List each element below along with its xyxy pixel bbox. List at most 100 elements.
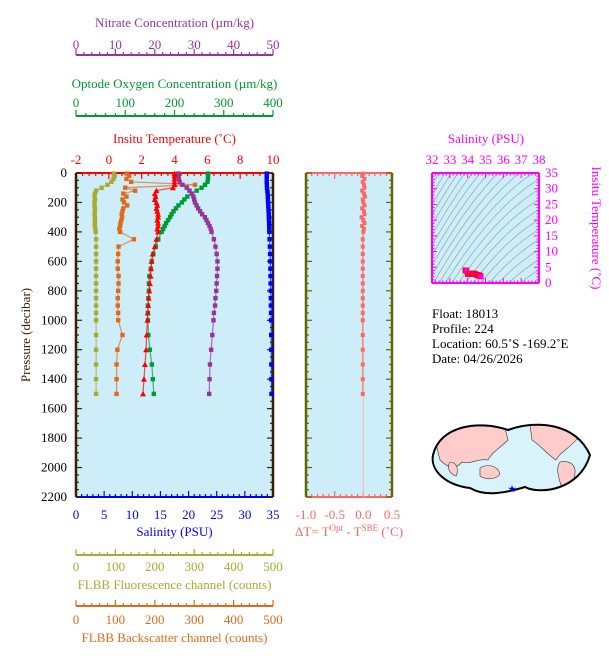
backscatter-point (120, 332, 125, 338)
backscatter-point (128, 179, 134, 185)
fluorescence-point (93, 226, 98, 232)
oxygen-point (205, 179, 210, 185)
temperature-point (144, 317, 151, 323)
backscatter-point (117, 229, 123, 235)
oxygen-point (176, 203, 181, 208)
density-contours (432, 173, 539, 283)
delta-point (361, 226, 366, 231)
temperature-tick-label: 0 (106, 152, 113, 167)
backscatter-point (120, 209, 125, 214)
backscatter-point (192, 182, 198, 187)
nitrate-point (211, 318, 216, 323)
delta-point (360, 288, 365, 293)
nitrate-point (177, 179, 182, 185)
salinity-point (267, 251, 273, 257)
delta-point (363, 194, 368, 199)
temperature-point (154, 217, 161, 223)
nitrate-series (176, 171, 220, 397)
delta-point (360, 252, 365, 256)
temperature-point (152, 193, 159, 200)
temperature-point (169, 184, 176, 191)
delta-point (360, 179, 365, 184)
fluorescence-point (93, 244, 99, 249)
fluorescence-point (93, 273, 99, 279)
nitrate-point (207, 376, 212, 382)
salinity-series (264, 171, 274, 397)
nitrate-point (199, 212, 205, 217)
nitrate-point (207, 223, 212, 229)
salinity-point (265, 194, 271, 199)
backscatter-tick-label: 400 (224, 612, 244, 627)
salinity-point (265, 188, 270, 193)
backscatter-point (123, 185, 128, 190)
pressure-tick-label: 1400 (41, 371, 67, 386)
ts-temperature-title: Insitu Temperature (˚C) (589, 166, 604, 289)
oxygen-point (160, 226, 166, 232)
backscatter-point (115, 310, 121, 316)
salinity-point (266, 209, 271, 214)
ts-salinity-tick-label: 38 (533, 152, 546, 167)
temperature-point (171, 172, 178, 179)
backscatter-tick-label: 300 (184, 612, 204, 627)
ts-diagram: 32 33 34 35 36 37 38 Salinity (PSU) 051015202530… (426, 131, 605, 290)
pressure-tick-label: 0 (61, 165, 68, 180)
fluorescence-point (92, 220, 98, 226)
temperature-point (155, 220, 162, 226)
oxygen-point (205, 173, 211, 179)
delta-point (361, 229, 366, 234)
backscatter-point (119, 214, 125, 220)
delta-point (360, 303, 365, 308)
delta-point (361, 182, 366, 187)
continent (448, 461, 458, 477)
temperature-point (153, 236, 160, 242)
temperature-point (155, 214, 162, 220)
ts-temperature-tick-label: 30 (545, 181, 558, 196)
fluorescence-point (92, 203, 97, 208)
salinity-point (264, 182, 270, 187)
delta-point (360, 310, 365, 315)
nitrate-point (214, 273, 220, 279)
delta-title-part: ΔT= T (295, 524, 330, 539)
temperature-point (145, 302, 152, 309)
oxygen-point (162, 223, 167, 229)
fluorescence-axis-title: FLBB Fluorescence channel (counts) (78, 577, 272, 592)
ts-salinity-tick-label: 34 (461, 152, 475, 167)
salinity-point (269, 362, 274, 367)
backscatter-axis: 0 100 200 300 400 500 FLBB Backscatter channel… (73, 600, 283, 645)
density-contour (445, 179, 539, 283)
fluorescence-point (93, 229, 98, 235)
ts-temperature-tick-label: 25 (545, 196, 558, 211)
oxygen-tick-label: 200 (165, 95, 185, 110)
nitrate-point (215, 259, 220, 264)
salinity-point (264, 173, 269, 179)
nitrate-tick-label: 0 (73, 37, 80, 52)
temperature-point (171, 178, 178, 185)
temperature-point (155, 228, 162, 235)
fluorescence-point (92, 194, 97, 199)
delta-point (360, 377, 365, 382)
delta-title-part: (˚C) (378, 524, 403, 539)
oxygen-point (205, 176, 211, 182)
salinity-point (264, 179, 269, 185)
delta-point (360, 188, 365, 193)
salinity-point (268, 281, 273, 286)
fluorescence-point (93, 281, 99, 286)
density-contour (432, 173, 473, 236)
fluorescence-point (92, 200, 97, 205)
salinity-tick-label: 10 (126, 507, 139, 522)
fluorescence-series (92, 171, 117, 397)
delta-point (362, 212, 367, 217)
delta-tick-label: -1.0 (296, 507, 317, 522)
density-contour (438, 173, 534, 283)
nitrate-point (214, 281, 219, 286)
temperature-point (154, 208, 161, 214)
backscatter-point (119, 212, 124, 217)
fluorescence-point (109, 179, 114, 185)
temperature-point (148, 265, 155, 272)
oxygen-point (173, 206, 179, 211)
oxygen-tick-label: 300 (214, 95, 234, 110)
delta-point (362, 203, 367, 208)
density-contour (508, 259, 539, 283)
backscatter-tick-label: 0 (73, 612, 80, 627)
delta-point (362, 185, 367, 190)
